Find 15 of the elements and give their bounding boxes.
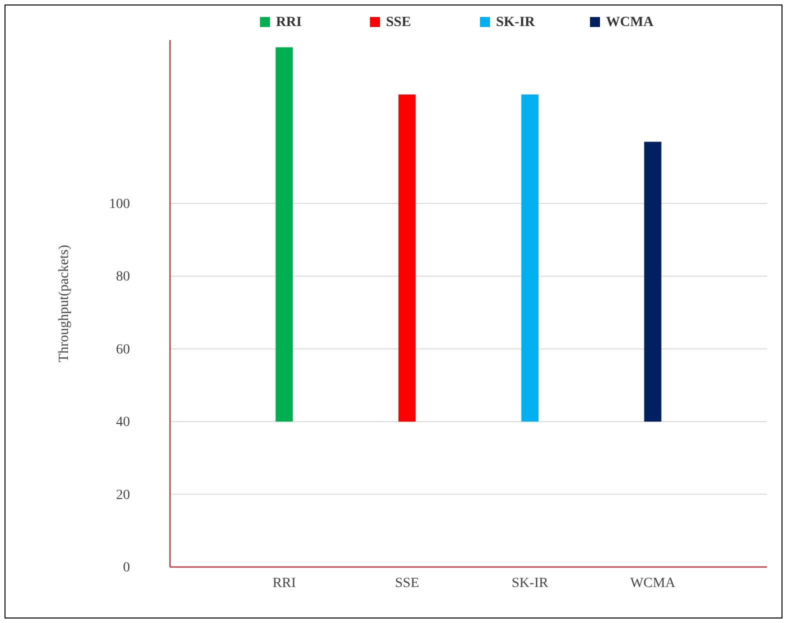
y-tick-label: 60 — [116, 342, 130, 358]
y-tick-label: 40 — [116, 415, 130, 430]
legend-label: SSE — [386, 15, 411, 30]
x-tick-label: SK-IR — [512, 576, 549, 591]
legend-label: SK-IR — [496, 15, 536, 30]
legend-label: WCMA — [606, 15, 654, 30]
y-tick-label: 20 — [116, 488, 130, 503]
x-tick-label: WCMA — [630, 576, 676, 591]
y-axis-title: Throughput(packets) — [57, 244, 72, 362]
y-tick-label: 0 — [123, 560, 130, 576]
legend-label: RRI — [276, 15, 302, 30]
y-tick-label: 80 — [116, 270, 130, 285]
x-tick-label: SSE — [395, 576, 420, 591]
x-tick-label: RRI — [272, 576, 296, 591]
y-tick-label: 100 — [109, 197, 130, 212]
